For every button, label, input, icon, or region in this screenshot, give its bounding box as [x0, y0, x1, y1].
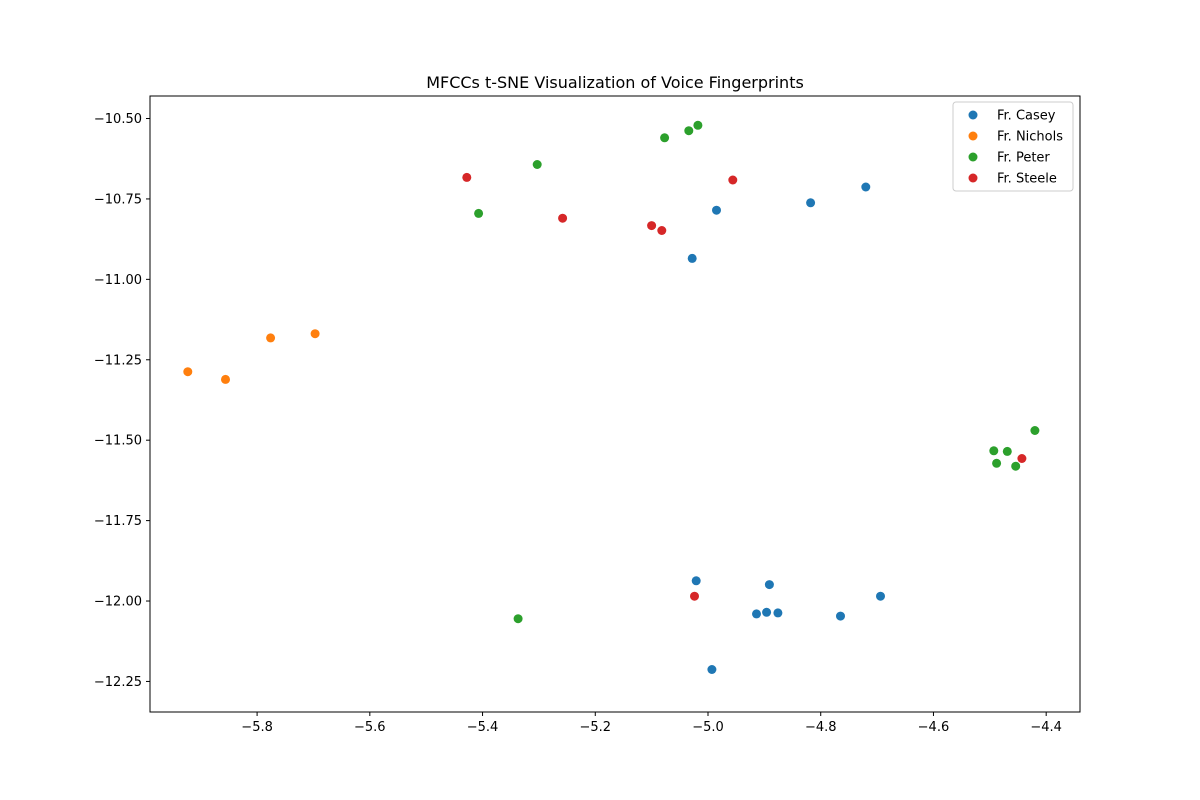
data-point [764, 580, 774, 590]
legend-label: Fr. Nichols [997, 130, 1063, 145]
data-point [1002, 446, 1012, 456]
data-point [310, 329, 320, 339]
x-tick-label: −4.8 [805, 720, 837, 735]
data-point [474, 208, 484, 218]
data-point [876, 591, 885, 601]
data-point [992, 458, 1002, 468]
data-point [728, 175, 738, 185]
legend-marker [968, 173, 978, 183]
plot-frame [149, 95, 1081, 713]
data-point [687, 253, 697, 263]
legend-label: Fr. Casey [997, 109, 1056, 124]
data-point [657, 226, 667, 235]
data-point [752, 609, 761, 619]
data-point [183, 367, 193, 377]
y-tick-label: −11.25 [94, 353, 142, 368]
data-point [693, 120, 703, 130]
data-point [221, 374, 230, 384]
data-point [513, 614, 523, 624]
data-point [989, 446, 999, 456]
data-point [691, 576, 701, 586]
data-point [660, 133, 670, 143]
data-point [647, 221, 657, 231]
data-point [266, 333, 276, 343]
data-point [532, 160, 542, 169]
data-point [806, 198, 816, 208]
data-point [1011, 461, 1021, 471]
data-point [462, 172, 472, 182]
legend-marker [968, 131, 978, 141]
x-tick-label: −4.6 [918, 720, 950, 735]
y-tick-label: −11.50 [94, 434, 142, 449]
legend-entries: Fr. Casey Fr. Nichols Fr. Peter Fr. Steele [968, 109, 1063, 187]
data-point [1017, 454, 1027, 463]
legend-marker [968, 110, 978, 120]
data-point [773, 608, 783, 618]
y-tick-label: −10.75 [94, 192, 142, 207]
y-tick-label: −12.00 [94, 595, 142, 610]
y-tick-label: −10.50 [94, 112, 142, 127]
x-tick-label: −5.6 [354, 720, 386, 735]
y-tick-label: −12.25 [94, 675, 142, 690]
legend-box [952, 101, 1074, 192]
data-point [690, 591, 699, 601]
data-point [1030, 426, 1040, 435]
y-tick-label: −11.00 [94, 273, 142, 288]
legend-label: Fr. Peter [997, 151, 1050, 166]
y-tick-label: −11.75 [94, 514, 142, 529]
x-axis: −5.8 −5.6 −5.4 −5.2 −5.0 −4.8 −4.6 −4.4 [241, 712, 1062, 735]
x-tick-label: −5.2 [579, 720, 611, 735]
legend-marker [968, 152, 978, 162]
data-point [836, 611, 845, 621]
data-point [684, 126, 694, 136]
points-layer [183, 120, 1040, 674]
data-point [762, 607, 772, 617]
data-point [707, 665, 717, 674]
data-point [558, 213, 568, 223]
x-tick-label: −5.4 [467, 720, 499, 735]
chart-title: MFCCs t-SNE Visualization of Voice Finge… [426, 73, 804, 92]
data-point [861, 182, 871, 192]
y-axis: −10.50 −10.75 −11.00 −11.25 −11.50 −11.75 −12.… [94, 112, 150, 690]
x-tick-label: −5.8 [241, 720, 273, 735]
legend-label: Fr. Steele [997, 172, 1057, 187]
x-tick-label: −4.4 [1030, 720, 1062, 735]
data-point [712, 205, 721, 215]
legend: Fr. Casey Fr. Nichols Fr. Peter Fr. Steele [952, 101, 1074, 192]
x-tick-label: −5.0 [692, 720, 724, 735]
